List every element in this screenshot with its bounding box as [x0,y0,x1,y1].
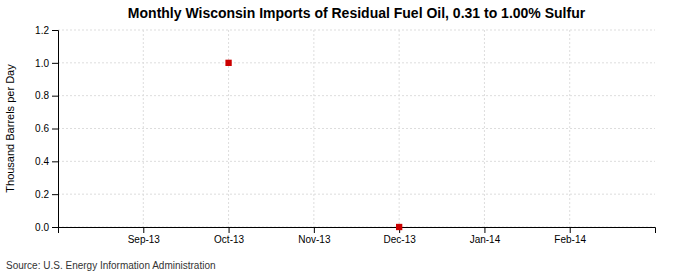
grid-line [58,194,655,195]
tick-mark [570,227,571,233]
tick-mark [52,129,58,130]
tick-label: 1.2 [35,25,49,36]
tick-label: 0.8 [35,90,49,101]
grid-line [58,161,655,162]
tick-mark [52,96,58,97]
grid-line [143,30,144,227]
grid-line [58,30,655,31]
tick-label: Feb-14 [554,234,586,245]
tick: Nov-13 [298,227,331,245]
tick-label: Nov-13 [298,234,331,245]
grid-line [484,30,485,227]
grid-line [399,30,400,227]
grid-line [228,30,229,227]
point [396,224,402,230]
grid-line [58,62,655,63]
grid-line [58,128,655,129]
tick-label: Oct-13 [214,234,244,245]
title: Monthly Wisconsin Imports of Residual Fu… [128,5,586,21]
tick-label: Jan-14 [470,234,501,245]
tick-label: 1.0 [35,58,49,69]
grid [58,30,655,227]
grid-line [58,95,655,96]
tick-mark [52,30,58,31]
plot: Sep-13Oct-13Nov-13Dec-13Jan-14Feb-140.00… [35,25,655,245]
tick-label: 0.6 [35,123,49,134]
axis-line [52,31,59,228]
tick-mark [52,227,58,228]
tick: Oct-13 [214,227,244,245]
x-axis: Sep-13 Oct-13 Nov-13 Dec-13 Jan-14 Feb-14 [59,227,656,245]
tick-mark [52,63,58,64]
tick-label: 0.2 [35,189,49,200]
tick: 0.6 [35,123,58,134]
grid-line [569,30,570,227]
tick: 0.2 [35,189,58,200]
tick: 0.8 [35,90,58,101]
tick-mark [52,161,58,162]
y-axis: 0.0 0.2 0.4 0.6 0.8 1.0 1.2 [35,25,58,233]
tick-mark [229,227,230,233]
tick-label: 0.4 [35,156,49,167]
axis-line [59,228,656,234]
tick-label: Sep-13 [128,234,161,245]
tick-label: Dec-13 [384,234,417,245]
points [225,60,402,230]
tick: 1.0 [35,58,58,69]
tick: 0.4 [35,156,58,167]
grid-line [313,30,314,227]
tick: Feb-14 [554,227,586,245]
tick-label: 0.0 [35,222,49,233]
tick: 1.2 [35,25,58,36]
tick: Sep-13 [128,227,161,245]
tick: Jan-14 [470,227,501,245]
tick-mark [484,227,485,233]
tick: 0.0 [35,222,58,233]
tick-mark [143,227,144,233]
source: Source: U.S. Energy Information Administ… [6,260,216,271]
tick-mark [314,227,315,233]
axis-title: Thousand Barrels per Day [4,64,16,193]
tick-mark [52,194,58,195]
point [225,60,231,66]
chart: Sep-13Oct-13Nov-13Dec-13Jan-14Feb-140.00… [0,0,675,275]
